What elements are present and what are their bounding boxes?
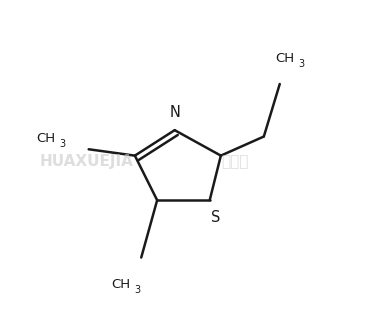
Text: HUAXUEJIA: HUAXUEJIA xyxy=(39,155,133,169)
Text: CH: CH xyxy=(36,132,55,145)
Text: S: S xyxy=(211,210,221,225)
Text: 3: 3 xyxy=(298,59,304,69)
Text: 3: 3 xyxy=(134,285,140,295)
Text: CH: CH xyxy=(111,278,130,291)
Text: CH: CH xyxy=(275,52,294,65)
Text: 3: 3 xyxy=(59,139,65,149)
Text: N: N xyxy=(169,105,180,120)
Text: 化学加: 化学加 xyxy=(221,155,248,169)
